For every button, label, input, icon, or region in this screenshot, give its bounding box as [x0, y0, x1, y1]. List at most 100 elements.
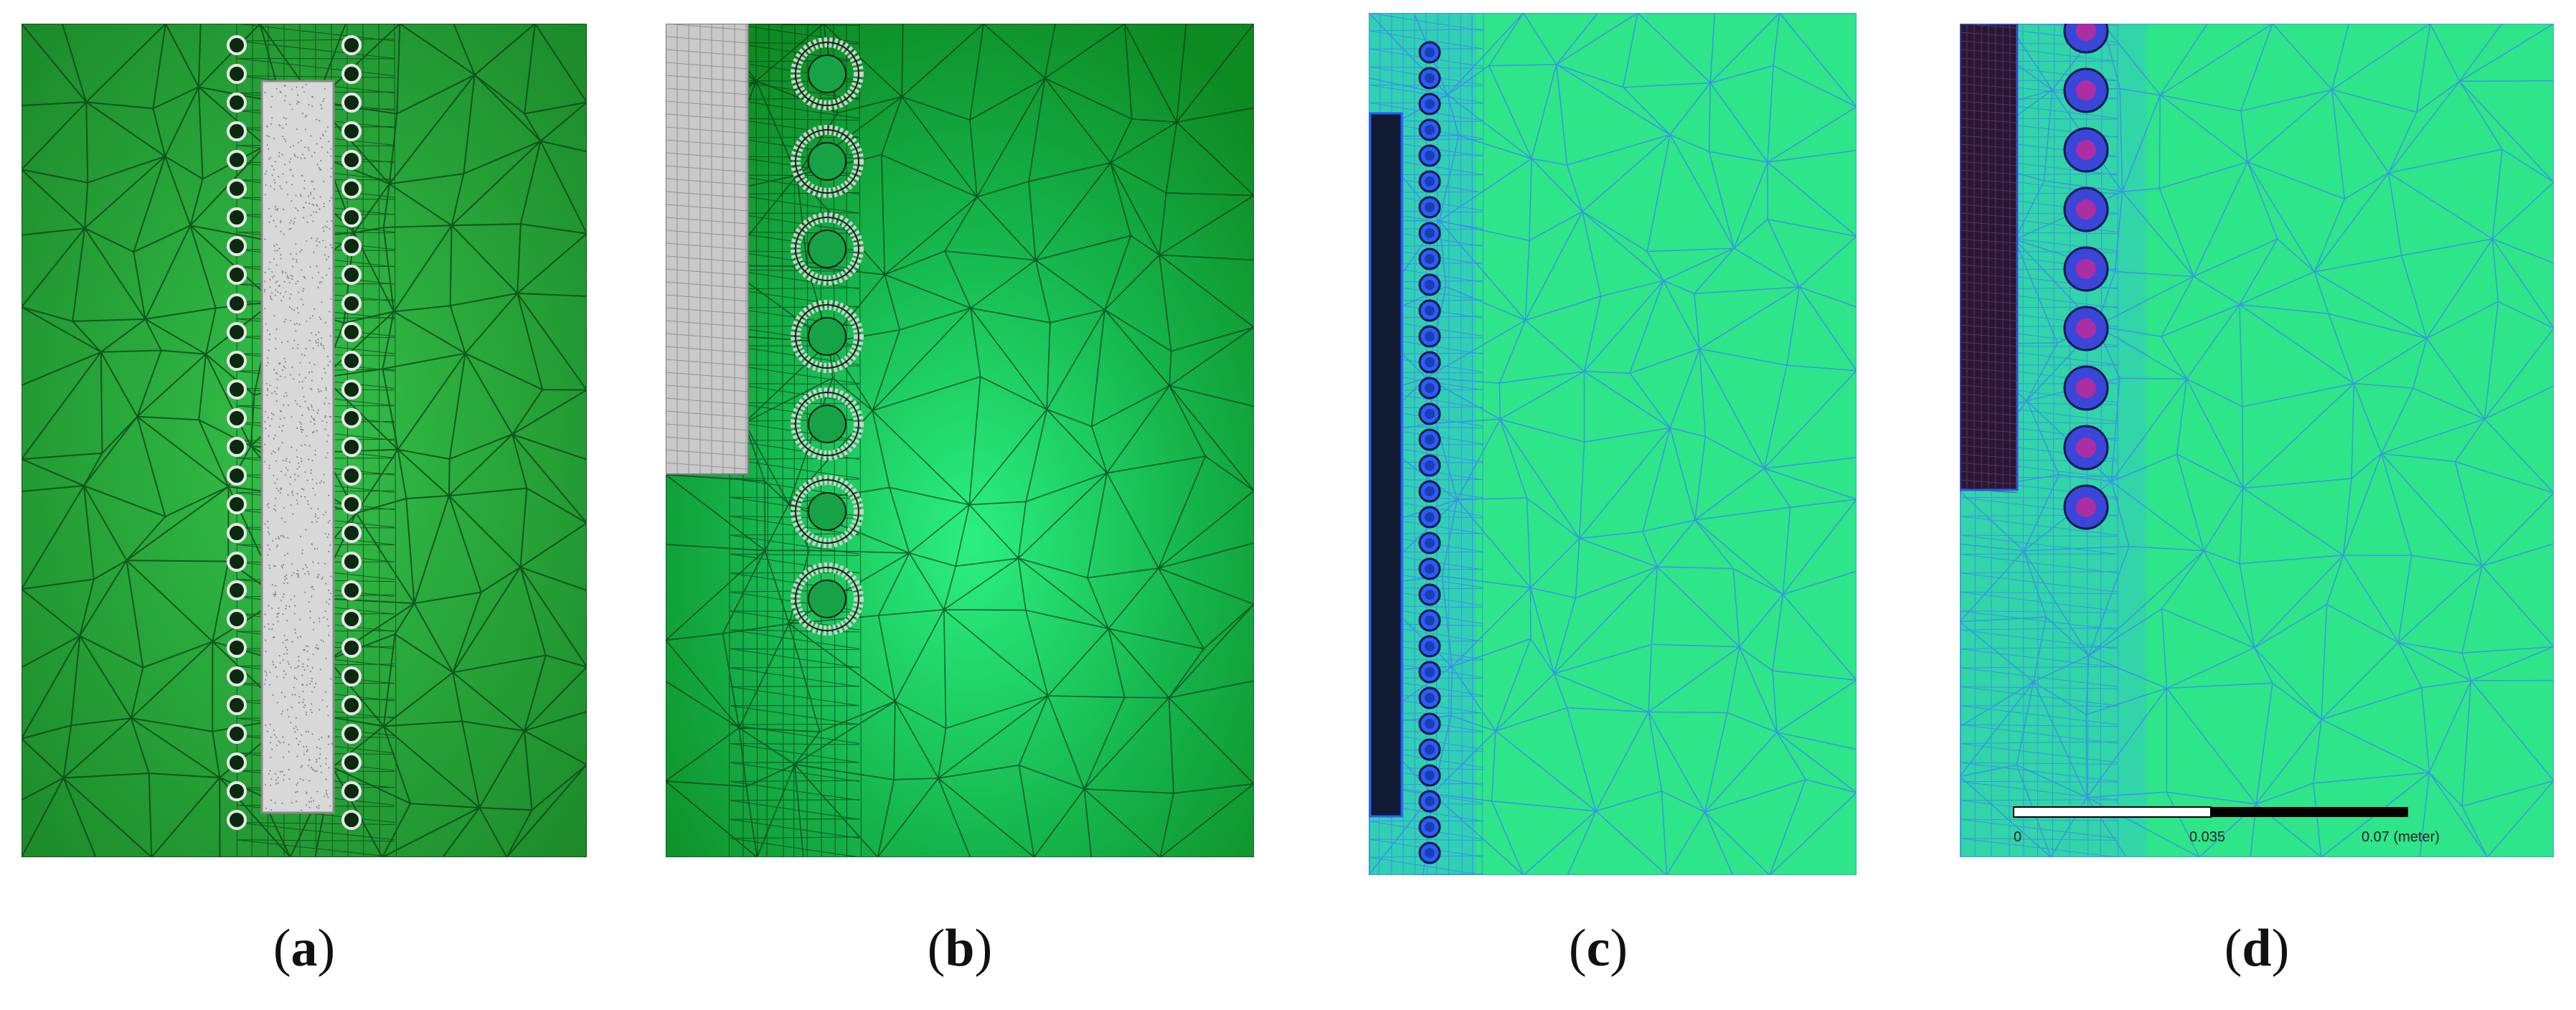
ring-b-core — [808, 580, 846, 618]
ring-c-core — [1425, 409, 1435, 419]
ring-b-edge — [795, 304, 859, 369]
panel-d-electrode-mesh — [1960, 24, 2018, 494]
panel-d-mesh-2d-closeup: 0 0.035 0.07 (meter) — [1960, 24, 2554, 857]
ring-c-core — [1425, 745, 1435, 755]
ring-d-core — [2076, 318, 2096, 339]
ring-d-core — [2076, 199, 2096, 220]
ring-a-core — [348, 386, 355, 393]
ring-d-core — [2076, 378, 2096, 398]
ring-a-core — [233, 415, 240, 422]
panel-d-mesh-svg: 0 0.035 0.07 (meter) — [1960, 24, 2554, 857]
caption-c: (c) — [1568, 919, 1628, 978]
ring-a-core — [348, 730, 355, 737]
ring-a-core — [348, 702, 355, 709]
elec-grid-d-path — [1960, 24, 2018, 494]
ring-d-core — [2076, 140, 2096, 160]
ring-b-edge — [795, 392, 859, 456]
ring-c-core — [1425, 383, 1435, 393]
caption-a: (a) — [273, 919, 336, 978]
ring-b-core — [808, 492, 846, 531]
panel-c-conductor-rings — [1418, 41, 1441, 864]
caption-b-letter: b — [945, 919, 975, 978]
ring-a-core — [233, 70, 240, 77]
ring-d-core — [2076, 24, 2096, 41]
ring-a-core — [233, 472, 240, 479]
ring-c-core — [1425, 796, 1435, 806]
ring-b-core — [808, 55, 846, 93]
ring-c-core — [1425, 641, 1435, 651]
caption-b: (b) — [927, 919, 993, 978]
ring-a-core — [348, 271, 355, 278]
ring-c-core — [1425, 254, 1435, 264]
ring-c-core — [1425, 228, 1435, 238]
ring-c-core — [1425, 848, 1435, 858]
ring-b-edge — [795, 479, 859, 544]
ring-c-core — [1425, 564, 1435, 574]
ring-a-core — [233, 128, 240, 135]
ring-a-core — [348, 788, 355, 795]
panel-c-electrode — [1369, 112, 1403, 818]
ring-a-core — [233, 702, 240, 709]
ring-c-core — [1425, 306, 1435, 316]
ring-c-core — [1425, 176, 1435, 187]
ring-a-core — [348, 357, 355, 364]
bar-speckle-path — [263, 83, 334, 811]
ring-d-core — [2076, 80, 2096, 100]
panel-d-conductor-rings — [2063, 24, 2109, 530]
scale-label-0: 0 — [2014, 829, 2021, 845]
ring-a-core — [348, 615, 355, 623]
ring-a-core — [233, 615, 240, 623]
ring-c-core — [1425, 667, 1435, 677]
ring-c-core — [1425, 331, 1435, 341]
ring-c-core — [1425, 770, 1435, 780]
ring-a-core — [348, 673, 355, 680]
scale-label-mid: 0.035 — [2189, 829, 2225, 845]
ring-a-core — [348, 472, 355, 479]
ring-c-core — [1425, 590, 1435, 600]
ring-a-core — [233, 501, 240, 508]
ring-a-core — [348, 501, 355, 508]
ring-a-core — [348, 558, 355, 565]
ring-a-core — [233, 644, 240, 651]
ring-a-core — [233, 329, 240, 336]
mesh-d-refined — [1960, 24, 2118, 857]
panel-b-electrode-mesh — [666, 24, 749, 474]
ring-c-core — [1425, 461, 1435, 471]
ring-a-core — [348, 156, 355, 164]
ring-a-core — [233, 271, 240, 278]
ring-c-core — [1425, 202, 1435, 212]
ring-a-core — [348, 587, 355, 594]
ring-c-core — [1425, 357, 1435, 367]
ring-a-core — [233, 443, 240, 450]
ring-c-core — [1425, 719, 1435, 729]
ring-b-core — [808, 405, 846, 443]
panel-a-electrode-texture — [263, 83, 334, 811]
ring-a-core — [233, 185, 240, 192]
ring-c-core — [1425, 822, 1435, 832]
caption-d: (d) — [2224, 919, 2290, 978]
ring-a-core — [233, 816, 240, 823]
ring-b-core — [808, 230, 846, 268]
ring-c-core — [1425, 615, 1435, 626]
ring-a-core — [233, 386, 240, 393]
ring-b-edge — [795, 42, 859, 106]
ring-a-core — [348, 443, 355, 450]
ring-a-core — [348, 42, 355, 49]
ring-a-core — [348, 529, 355, 537]
ring-a-core — [233, 759, 240, 766]
ring-c-core — [1425, 693, 1435, 703]
ring-a-core — [233, 42, 240, 49]
ring-a-core — [233, 587, 240, 594]
ring-c-core — [1425, 151, 1435, 161]
ring-a-core — [233, 242, 240, 250]
ring-c-core — [1425, 486, 1435, 496]
panel-b-mesh-closeup — [666, 24, 1254, 857]
ring-a-core — [348, 415, 355, 422]
ring-a-core — [233, 99, 240, 106]
ring-d-core — [2076, 259, 2096, 279]
scale-bar-white-segment — [2013, 806, 2212, 818]
ring-c-core — [1425, 280, 1435, 290]
ring-c-core — [1425, 125, 1435, 135]
panel-a-mesh-svg — [22, 24, 587, 857]
ring-a-core — [348, 70, 355, 77]
